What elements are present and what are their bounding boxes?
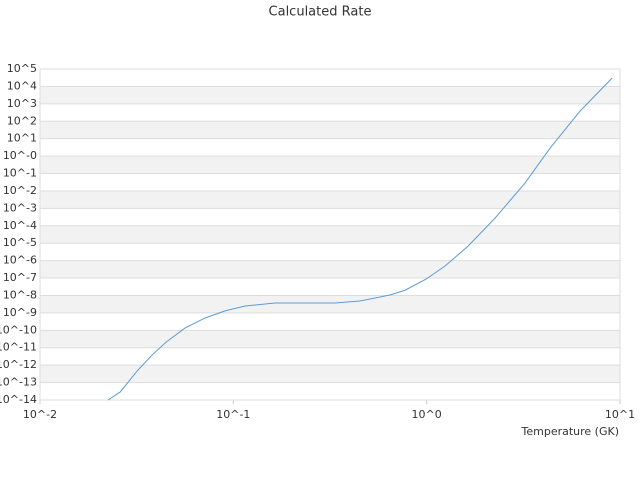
x-tick-label: 10^0 (412, 408, 442, 421)
x-tick-label: 10^-1 (216, 408, 250, 421)
y-tick-label: 10^-13 (0, 376, 37, 389)
y-tick-label: 10^-11 (0, 341, 37, 354)
y-tick-label: 10^-12 (0, 358, 37, 371)
y-tick-label: 10^-3 (3, 201, 37, 214)
y-tick-label: 10^1 (7, 132, 37, 145)
grid-band (40, 225, 620, 244)
plot-border (39, 68, 621, 401)
y-tick-label: 10^-10 (0, 323, 37, 336)
y-tick-label: 10^-5 (3, 236, 37, 249)
y-tick-label: 10^5 (7, 62, 37, 75)
grid-band (40, 86, 620, 104)
y-tick-label: 10^-1 (3, 167, 37, 180)
grid-band (40, 121, 620, 139)
y-tick-label: 10^4 (7, 79, 37, 92)
y-tick-label: 10^-8 (3, 288, 37, 301)
grid-band (40, 295, 620, 313)
y-tick-label: 10^2 (7, 114, 37, 127)
y-tick-label: 10^-2 (3, 184, 37, 197)
y-tick-label: 10^-0 (3, 149, 37, 162)
grid-band (40, 260, 620, 279)
y-tick-label: 10^-4 (3, 219, 37, 232)
grid-band (40, 365, 620, 383)
grid-band (40, 156, 620, 174)
grid-band (40, 330, 620, 348)
grid-band (40, 190, 620, 209)
y-tick-label: 10^3 (7, 97, 37, 110)
x-tick-label: 10^1 (605, 408, 635, 421)
chart-title: Calculated Rate (269, 5, 372, 20)
x-axis-label: Temperature (GK) (521, 425, 620, 438)
x-tick-label: 10^-2 (23, 408, 57, 421)
line-series (107, 77, 613, 401)
y-tick-label: 10^-14 (0, 393, 37, 406)
y-tick-label: 10^-7 (3, 271, 37, 284)
y-tick-label: 10^-6 (3, 254, 37, 267)
y-tick-label: 10^-9 (3, 306, 37, 319)
